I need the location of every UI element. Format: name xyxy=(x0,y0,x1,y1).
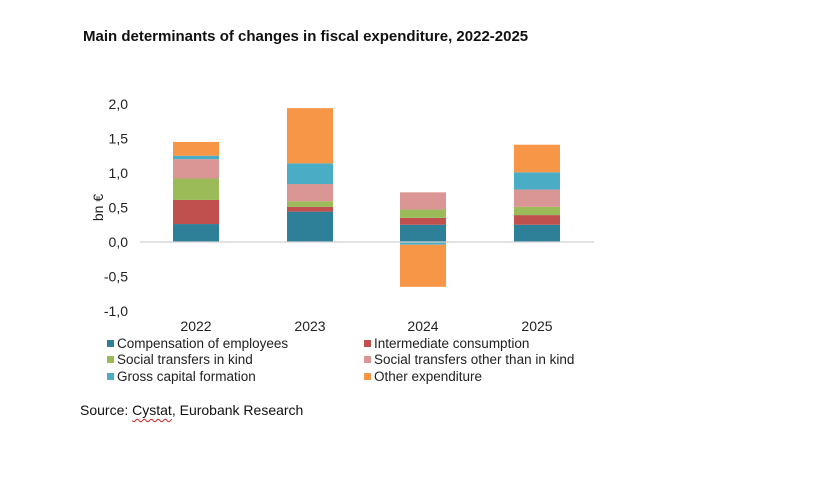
bar-segment xyxy=(173,178,219,200)
bar-segment xyxy=(173,141,219,156)
chart-title: Main determinants of changes in fiscal e… xyxy=(83,28,529,45)
bar-segment xyxy=(514,215,560,225)
legend-swatch xyxy=(364,373,371,380)
bar-segment xyxy=(400,217,446,225)
bar-segment xyxy=(173,155,219,160)
legend-swatch xyxy=(107,356,114,363)
bar-segment xyxy=(287,211,333,242)
y-tick-label: -0,5 xyxy=(104,269,128,285)
bar-segment xyxy=(287,206,333,212)
legend-label: Compensation of employees xyxy=(117,336,288,351)
legend-label: Social transfers in kind xyxy=(117,352,253,367)
y-tick-label: 2,0 xyxy=(109,96,129,112)
y-tick-label: -1,0 xyxy=(104,303,128,319)
bar-segment xyxy=(173,199,219,225)
bar-segment xyxy=(400,242,446,245)
x-tick-label: 2024 xyxy=(407,318,438,334)
source-cystat: Cystat xyxy=(132,402,172,418)
bar-segment xyxy=(514,224,560,242)
x-tick-label: 2022 xyxy=(180,318,211,334)
source-prefix: Source: xyxy=(80,402,133,418)
bar-segment xyxy=(514,172,560,190)
source-rest: , Eurobank Research xyxy=(171,402,304,418)
legend-swatch xyxy=(107,373,114,380)
y-tick-label: 1,0 xyxy=(109,165,129,181)
bar-segment xyxy=(514,189,560,207)
bar-segment xyxy=(287,201,333,207)
x-tick-label: 2023 xyxy=(294,318,325,334)
bar-segment xyxy=(287,163,333,185)
bar-segment xyxy=(400,192,446,210)
y-tick-label: 0,5 xyxy=(109,200,129,216)
y-axis-title: bn € xyxy=(90,194,106,221)
legend-swatch xyxy=(364,356,371,363)
y-tick-label: 0,0 xyxy=(109,234,129,250)
legend-label: Intermediate consumption xyxy=(374,336,529,351)
y-tick-label: 1,5 xyxy=(109,131,129,147)
legend-label: Gross capital formation xyxy=(117,369,256,384)
bar-segment xyxy=(173,224,219,242)
legend-label: Other expenditure xyxy=(374,369,482,384)
bar-segment xyxy=(173,159,219,179)
legend-swatch xyxy=(107,340,114,347)
x-tick-label: 2025 xyxy=(521,318,552,334)
legend-label: Social transfers other than in kind xyxy=(374,352,574,367)
bar-segment xyxy=(514,206,560,216)
bar-segment xyxy=(400,244,446,287)
source-note: Source: Cystat, Eurobank Research xyxy=(80,402,303,418)
bar-segment xyxy=(287,184,333,202)
bar-segment xyxy=(400,209,446,218)
legend-swatch xyxy=(364,340,371,347)
bar-segment xyxy=(514,144,560,173)
bar-segment xyxy=(287,108,333,164)
bar-segment xyxy=(400,224,446,242)
